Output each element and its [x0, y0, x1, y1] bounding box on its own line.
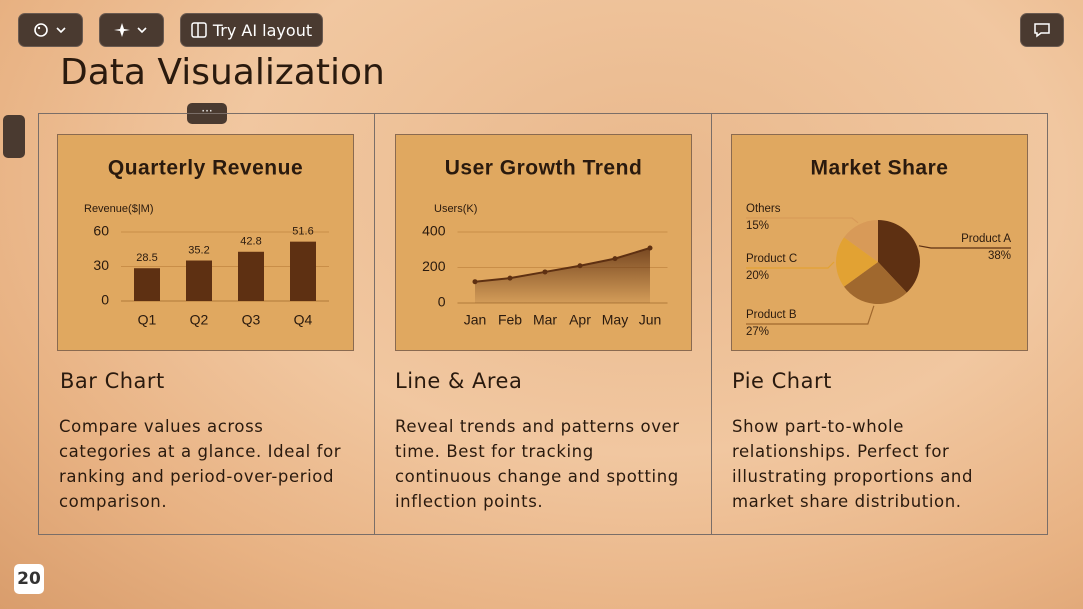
pie-label: Product B	[746, 309, 797, 321]
card-heading: Bar Chart	[60, 369, 165, 393]
y-tick-label: 200	[422, 258, 446, 274]
point	[507, 275, 512, 281]
data-label: 51.6	[292, 225, 313, 237]
icon	[33, 23, 66, 37]
bar	[133, 267, 160, 301]
data-label: 28.5	[136, 252, 157, 264]
y-tick-label: 0	[101, 291, 109, 307]
chart: Market Share Product A 38% Product B 27% Prod…	[745, 156, 1011, 338]
card-heading: Pie Chart	[732, 369, 832, 393]
pie-value-label: 38%	[987, 250, 1010, 262]
point	[542, 268, 547, 274]
point	[577, 262, 582, 268]
y-tick-label: 60	[93, 222, 109, 238]
pie-value-label: 20%	[746, 270, 769, 282]
chart-panel: Quarterly Revenue Revenue($|M) 0 30 60 28.5 Q1…	[57, 134, 354, 351]
pie-label: Others	[746, 203, 781, 215]
point	[472, 278, 477, 284]
card-description: Reveal trends and patterns over time. Be…	[395, 417, 680, 511]
bar	[289, 241, 316, 301]
button-label: Try AI layout	[212, 20, 313, 40]
y-axis-label: Users(K)	[434, 202, 477, 214]
icon	[1034, 23, 1050, 38]
x-tick-label: Q3	[241, 311, 260, 327]
data-label: 35.2	[188, 244, 209, 256]
point	[612, 255, 617, 261]
y-tick-label: 0	[437, 293, 445, 309]
ai-layout-button[interactable]: Try AI layout	[180, 13, 323, 47]
leader-line	[745, 261, 834, 269]
pie-slice	[843, 219, 878, 262]
magic-button[interactable]	[99, 13, 164, 47]
chart-title: Market Share	[810, 156, 948, 179]
pie-value-label: 15%	[746, 220, 769, 232]
chart-title: Quarterly Revenue	[107, 156, 302, 179]
pie-label: Product C	[746, 253, 797, 265]
comment-button[interactable]	[1020, 13, 1064, 47]
bar	[185, 260, 212, 301]
line	[474, 246, 650, 283]
chart: User Growth Trend Users(K) 0 200 400 Jan Feb Ma…	[422, 156, 667, 327]
chart-panel: User Growth Trend Users(K) 0 200 400 Jan Feb Ma…	[395, 134, 692, 351]
x-tick-label: Q2	[189, 311, 208, 327]
pie-value-label: 27%	[746, 326, 769, 338]
theme-button[interactable]	[18, 13, 83, 47]
x-tick-label: Q4	[293, 311, 312, 327]
slide-title: Data Visualization	[60, 52, 385, 93]
card-description: Show part-to-whole relationships. Perfec…	[732, 417, 974, 511]
pie-label: Product A	[961, 233, 1011, 245]
x-tick-label: Feb	[497, 311, 521, 327]
y-axis-label: Revenue($|M)	[84, 202, 154, 214]
x-tick-label: May	[601, 311, 627, 327]
leader-line	[918, 244, 1011, 249]
side-handle[interactable]	[3, 115, 25, 158]
x-tick-label: Jan	[463, 311, 486, 327]
card-description: Compare values across categories at a gl…	[59, 417, 342, 511]
x-tick-label: Apr	[569, 311, 591, 327]
point	[647, 244, 652, 250]
data-label: 42.8	[240, 235, 261, 247]
page-number: 20	[14, 564, 44, 594]
pie-slice	[835, 236, 878, 287]
pie-slice	[877, 219, 920, 293]
area	[474, 247, 650, 303]
icon	[191, 22, 207, 38]
x-tick-label: Mar	[532, 311, 556, 327]
leader-line	[745, 216, 858, 223]
y-tick-label: 400	[422, 222, 446, 238]
x-tick-label: Q1	[137, 311, 156, 327]
leader-line	[745, 305, 874, 325]
x-tick-label: Jun	[638, 311, 661, 327]
card	[711, 113, 1048, 535]
icon	[113, 23, 147, 37]
bar	[237, 251, 264, 301]
chart-title: User Growth Trend	[444, 156, 642, 179]
chart: Quarterly Revenue Revenue($|M) 0 30 60 28.5 Q1…	[84, 156, 329, 327]
chart-panel: Market Share Product A 38% Product B 27% Prod…	[731, 134, 1028, 351]
pie-slice	[843, 261, 907, 304]
card-heading: Line & Area	[395, 369, 523, 393]
y-tick-label: 30	[93, 257, 109, 273]
